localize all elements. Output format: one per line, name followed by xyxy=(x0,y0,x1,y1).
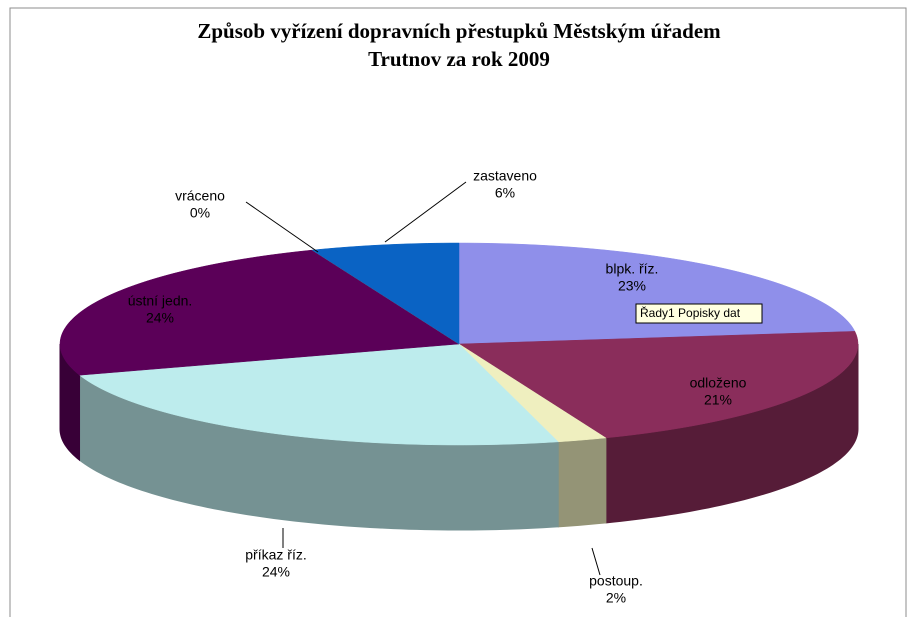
data-label-value: 2% xyxy=(606,590,626,606)
tooltip-box xyxy=(635,303,763,324)
data-label-name: zastaveno xyxy=(473,168,537,184)
data-label-value: 23% xyxy=(618,278,646,294)
slice xyxy=(59,249,460,376)
data-label-name: příkaz říz. xyxy=(245,547,306,563)
slice xyxy=(78,343,559,446)
leader-line xyxy=(245,201,319,253)
tooltip: Řady1 Popisky dat xyxy=(640,305,741,320)
data-label-name: postoup. xyxy=(589,573,643,589)
slice xyxy=(458,331,859,439)
data-label-value: 24% xyxy=(146,310,174,326)
leader-line xyxy=(591,547,601,576)
data-label-name: odloženo xyxy=(690,375,747,391)
slice xyxy=(311,242,460,345)
data-label-value: 24% xyxy=(262,564,290,580)
chart-title: Trutnov za rok 2009 xyxy=(368,47,550,71)
data-label-name: ústní jedn. xyxy=(128,293,193,309)
data-label-name: blpk. říz. xyxy=(606,261,659,277)
data-label-value: 0% xyxy=(190,205,210,221)
slice-side xyxy=(557,437,607,528)
data-label-value: 6% xyxy=(495,185,515,201)
data-label-name: vráceno xyxy=(175,188,225,204)
data-label-value: 21% xyxy=(704,392,732,408)
slice xyxy=(458,343,607,443)
leader-line xyxy=(384,181,467,243)
chart-title: Způsob vyřízení dopravních přestupků Měs… xyxy=(197,19,721,43)
